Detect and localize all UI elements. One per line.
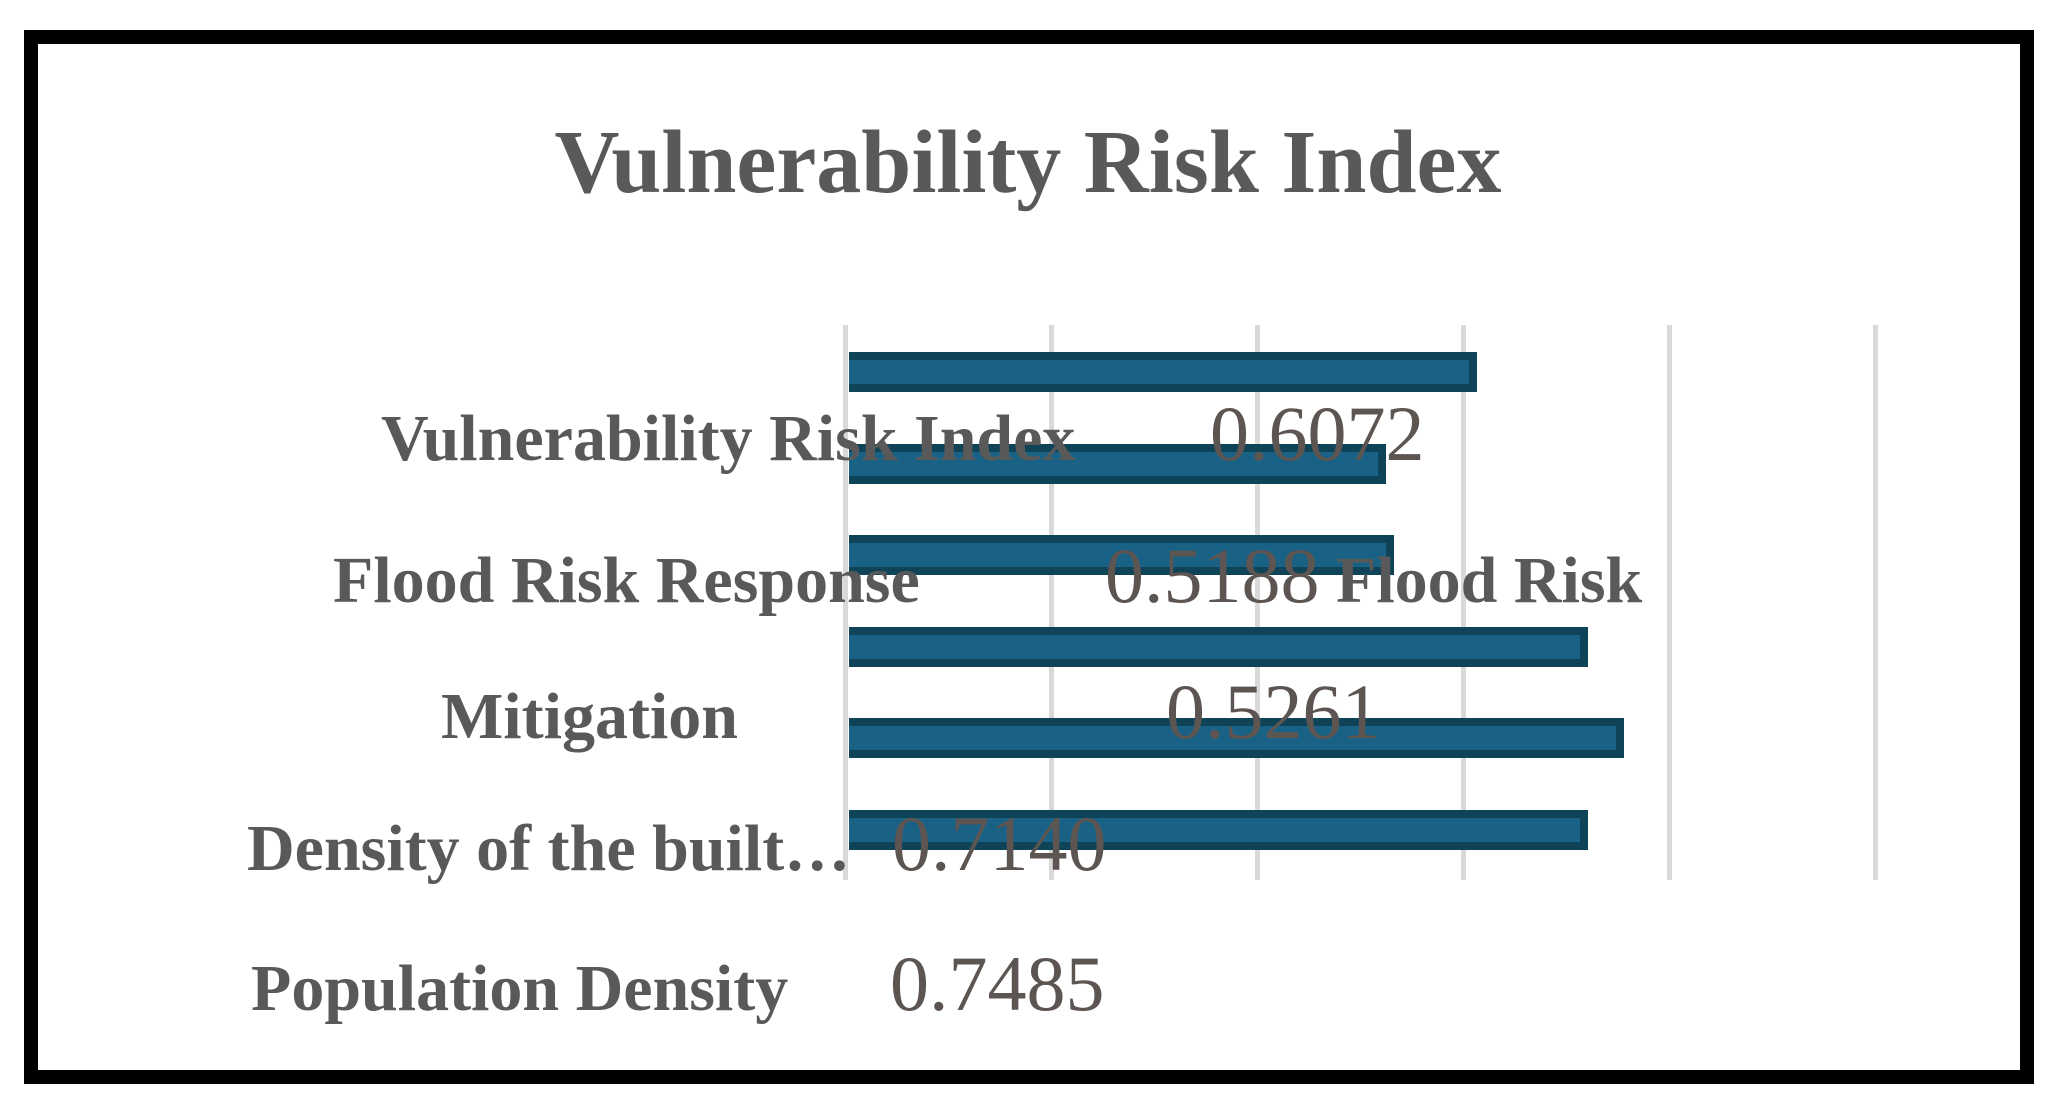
- data-label: 0.5261: [1166, 668, 1381, 755]
- bar-population-density: [849, 718, 1624, 758]
- bar-vulnerability-risk-index: [849, 352, 1477, 392]
- data-label: 0.7485: [890, 940, 1105, 1027]
- bar-density-of-the-built: [849, 627, 1588, 667]
- gridline: [1049, 325, 1054, 880]
- category-label: Flood Risk Response: [333, 544, 920, 617]
- gridline: [1461, 325, 1466, 880]
- category-label: Population Density: [251, 952, 789, 1025]
- category-label: Mitigation: [441, 680, 738, 753]
- bar-flood-risk-mitigation: [849, 535, 1394, 575]
- gridline: [843, 325, 848, 880]
- data-label: 0.6072: [1210, 390, 1425, 477]
- chart-title: Vulnerability Risk Index: [554, 113, 1502, 212]
- category-label: Vulnerability Risk Index: [381, 402, 1076, 475]
- gridline: [1255, 325, 1260, 880]
- bar-unlabeled: [849, 810, 1588, 850]
- category-label-overflow: Flood Risk: [1336, 544, 1643, 617]
- gridline: [1667, 325, 1672, 880]
- bar-flood-risk-response: [849, 444, 1386, 484]
- data-label: 0.5188: [1105, 532, 1320, 619]
- data-label: 0.7140: [892, 800, 1107, 887]
- category-label: Density of the built…: [247, 812, 851, 885]
- gridline: [1873, 325, 1878, 880]
